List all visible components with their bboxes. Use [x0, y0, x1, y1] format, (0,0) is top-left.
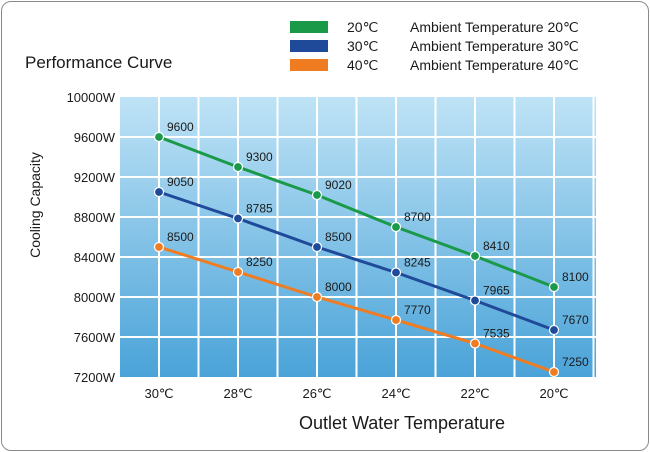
- data-label: 7250: [562, 355, 589, 369]
- data-label: 8500: [325, 230, 352, 244]
- legend-series-label: Ambient Temperature 30℃: [410, 38, 579, 54]
- x-tick-label: 30℃: [144, 386, 173, 401]
- data-label: 7535: [483, 327, 510, 341]
- y-tick-label: 9600W: [74, 130, 116, 145]
- data-label: 8245: [404, 256, 431, 270]
- data-label: 9050: [167, 175, 194, 189]
- x-tick-label: 22℃: [460, 386, 489, 401]
- y-tick-label: 8800W: [74, 210, 116, 225]
- y-axis-label: Cooling Capacity: [27, 152, 43, 258]
- x-axis-ticks: 30℃ 28℃ 26℃ 24℃ 22℃ 20℃: [144, 386, 568, 401]
- data-label: 7770: [404, 303, 431, 317]
- x-tick-label: 20℃: [539, 386, 568, 401]
- data-point: [548, 366, 560, 378]
- data-label: 8700: [404, 210, 431, 224]
- series-line: [158, 190, 555, 332]
- legend-key-label: 30℃: [347, 38, 378, 54]
- data-label: 9020: [325, 178, 352, 192]
- x-axis-label: Outlet Water Temperature: [299, 413, 505, 433]
- data-label: 8100: [562, 270, 589, 284]
- data-point: [469, 295, 481, 306]
- data-point: [469, 338, 481, 349]
- y-tick-label: 7200W: [74, 370, 116, 385]
- data-label: 8500: [167, 230, 194, 244]
- data-point: [153, 186, 165, 198]
- data-label: 9600: [167, 120, 194, 134]
- data-label: 9300: [246, 150, 273, 164]
- data-point: [311, 291, 323, 303]
- legend-swatch: [290, 21, 328, 33]
- data-point: [232, 161, 244, 173]
- data-point: [153, 131, 165, 143]
- data-point: [548, 324, 560, 336]
- y-axis-ticks: 10000W 9600W 9200W 8800W 8400W 8000W 7600W 7200…: [67, 90, 116, 385]
- x-tick-label: 28℃: [223, 386, 252, 401]
- data-label: 7965: [483, 284, 510, 298]
- y-tick-label: 10000W: [67, 90, 116, 105]
- x-tick-label: 24℃: [381, 386, 410, 401]
- series-group: 9600 9300 9020 8700 8410 8100 9050 8785 8500 8245…: [153, 120, 589, 378]
- legend-series-label: Ambient Temperature 20℃: [410, 19, 579, 35]
- data-point: [548, 281, 560, 293]
- data-label: 8000: [325, 280, 352, 294]
- grid-lines: [120, 97, 596, 377]
- data-point: [232, 213, 244, 224]
- data-label: 8410: [483, 239, 510, 253]
- data-point: [390, 221, 402, 233]
- data-point: [311, 189, 323, 201]
- data-point: [390, 267, 402, 278]
- data-point: [390, 314, 402, 326]
- data-point: [311, 241, 323, 253]
- series-line: [158, 245, 555, 374]
- y-tick-label: 8400W: [74, 250, 116, 265]
- data-point: [232, 266, 244, 278]
- x-tick-label: 26℃: [302, 386, 331, 401]
- legend-key-label: 20℃: [347, 19, 378, 35]
- series-line: [158, 135, 555, 289]
- legend: 20℃ Ambient Temperature 20℃ 30℃ Ambient Tem…: [290, 19, 579, 73]
- legend-swatch: [290, 59, 328, 71]
- data-point: [469, 250, 481, 262]
- data-label: 7670: [562, 313, 589, 327]
- data-label: 8250: [246, 255, 273, 269]
- legend-series-label: Ambient Temperature 40℃: [410, 57, 579, 73]
- chart-title: Performance Curve: [25, 53, 172, 72]
- legend-swatch: [290, 40, 328, 52]
- data-point: [153, 241, 165, 253]
- y-tick-label: 8000W: [74, 290, 116, 305]
- data-label: 8785: [246, 202, 273, 216]
- y-tick-label: 9200W: [74, 170, 116, 185]
- y-tick-label: 7600W: [74, 330, 116, 345]
- legend-key-label: 40℃: [347, 57, 378, 73]
